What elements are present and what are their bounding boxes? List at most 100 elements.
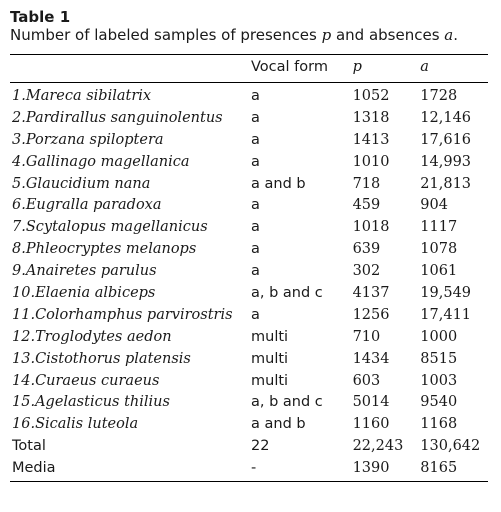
species-cell: 11.Colorhamphus parvirostris (10, 307, 251, 323)
species-cell: 7.Scytalopus magellanicus (10, 219, 251, 235)
p-value-cell: 1052 (352, 87, 390, 104)
vocal-form-cell: a (251, 131, 260, 148)
species-name: Sicalis luteola (35, 416, 139, 433)
species-name: Pardirallus sanguinolentus (25, 109, 223, 126)
vocal-form-cell: a (251, 109, 260, 126)
a-value-cell: 17,411 (420, 306, 472, 323)
species-index: 2. (12, 109, 26, 126)
summary-label: Total (12, 438, 46, 455)
table-row: 7.Scytalopus magellanicus a 1018 1117 (10, 216, 488, 238)
table-row: 10.Elaenia albiceps a, b and c 4137 19,549 (10, 282, 488, 304)
header-p: p (352, 59, 362, 75)
a-value-cell: 1003 (420, 372, 458, 389)
summary-a-cell: 130,642 (420, 438, 481, 455)
species-cell: 10.Elaenia albiceps (10, 285, 251, 301)
p-value-cell: 1010 (352, 153, 390, 170)
table-row: 16.Sicalis luteola a and b 1160 1168 (10, 413, 488, 435)
table-summary: Total 22 22,243 130,642 Media - 1390 8165 (10, 435, 488, 479)
caption-text-start: Number of labeled samples of presences (10, 26, 322, 44)
table-row: 2.Pardirallus sanguinolentus a 1318 12,146 (10, 107, 488, 129)
table-row: 8.Phleocryptes melanops a 639 1078 (10, 238, 488, 260)
species-cell: 14.Curaeus curaeus (10, 373, 251, 389)
species-cell: 13.Cistothorus platensis (10, 351, 251, 367)
p-value-cell: 639 (352, 241, 381, 258)
a-value-cell: 1117 (420, 219, 458, 236)
vocal-form-cell: a, b and c (251, 284, 323, 301)
species-index: 12. (12, 328, 36, 345)
a-value-cell: 904 (420, 197, 448, 214)
vocal-form-cell: a and b (251, 416, 306, 433)
summary-p-cell: 1390 (352, 460, 390, 477)
vocal-form-cell: multi (251, 328, 289, 345)
vocal-form-cell: a (251, 241, 260, 258)
species-cell: 5.Glaucidium nana (10, 176, 251, 192)
table-row: 14.Curaeus curaeus multi 603 1003 (10, 370, 488, 392)
species-name: Colorhamphus parvirostris (35, 306, 233, 323)
a-value-cell: 8515 (420, 350, 458, 367)
species-name: Eugralla paradoxa (25, 197, 162, 214)
summary-vocal-cell: 22 (251, 438, 270, 455)
species-index: 4. (12, 153, 26, 170)
species-index: 11. (12, 306, 36, 323)
table-row: 3.Porzana spiloptera a 1413 17,616 (10, 129, 488, 151)
table-top-rule (10, 54, 488, 55)
species-index: 3. (12, 131, 26, 148)
table-row: 1.Mareca sibilatrix a 1052 1728 (10, 85, 488, 107)
summary-label: Media (12, 460, 56, 477)
caption-a-symbol: a (444, 26, 454, 44)
p-value-cell: 459 (352, 197, 381, 214)
summary-a-cell: 8165 (420, 460, 458, 477)
species-index: 1. (12, 87, 26, 104)
species-cell: 16.Sicalis luteola (10, 416, 251, 432)
species-index: 5. (12, 175, 26, 192)
p-value-cell: 710 (352, 328, 381, 345)
table-container: Table 1 Number of labeled samples of pre… (10, 8, 488, 483)
species-name: Scytalopus magellanicus (25, 219, 208, 236)
vocal-form-cell: a (251, 87, 260, 104)
caption-p-symbol: p (321, 26, 332, 44)
species-index: 15. (12, 394, 36, 411)
p-value-cell: 1160 (352, 416, 390, 433)
vocal-form-cell: multi (251, 372, 289, 389)
species-cell: 2.Pardirallus sanguinolentus (10, 110, 251, 126)
table-row: 12.Troglodytes aedon multi 710 1000 (10, 326, 488, 348)
table-body: 1.Mareca sibilatrix a 1052 1728 2.Pardirallu… (10, 83, 488, 435)
table-row: 4.Gallinago magellanica a 1010 14,993 (10, 151, 488, 173)
p-value-cell: 603 (352, 372, 381, 389)
a-value-cell: 1061 (420, 263, 458, 280)
summary-row: Total 22 22,243 130,642 (10, 435, 488, 457)
table-row: 13.Cistothorus platensis multi 1434 8515 (10, 348, 488, 370)
vocal-form-cell: a, b and c (251, 394, 323, 411)
vocal-form-cell: a (251, 197, 260, 214)
vocal-form-cell: a (251, 306, 260, 323)
species-cell: 4.Gallinago magellanica (10, 154, 251, 170)
species-index: 8. (12, 241, 26, 258)
species-index: 13. (12, 350, 36, 367)
species-name: Glaucidium nana (25, 175, 151, 192)
p-value-cell: 302 (352, 263, 381, 280)
a-value-cell: 9540 (420, 394, 458, 411)
caption-text-end: . (453, 26, 459, 44)
p-value-cell: 1413 (352, 131, 390, 148)
p-value-cell: 5014 (352, 394, 390, 411)
species-cell: 1.Mareca sibilatrix (10, 88, 251, 104)
a-value-cell: 1168 (420, 416, 458, 433)
vocal-form-cell: a (251, 263, 260, 280)
a-value-cell: 1728 (420, 87, 458, 104)
a-value-cell: 14,993 (420, 153, 472, 170)
species-cell: 6.Eugralla paradoxa (10, 197, 251, 213)
summary-p-cell: 22,243 (352, 438, 404, 455)
species-index: 16. (12, 416, 36, 433)
caption-text-middle: and absences (331, 26, 445, 44)
species-index: 14. (12, 372, 36, 389)
table-caption: Number of labeled samples of presences p… (10, 26, 488, 45)
species-cell: 15.Agelasticus thilius (10, 394, 251, 410)
a-value-cell: 17,616 (420, 131, 472, 148)
species-cell: 3.Porzana spiloptera (10, 132, 251, 148)
summary-vocal-cell: - (251, 460, 257, 477)
species-name: Agelasticus thilius (35, 394, 170, 411)
table-row: 9.Anairetes parulus a 302 1061 (10, 260, 488, 282)
species-cell: 12.Troglodytes aedon (10, 329, 251, 345)
table-header-rule (10, 82, 488, 83)
species-name: Porzana spiloptera (25, 131, 164, 148)
